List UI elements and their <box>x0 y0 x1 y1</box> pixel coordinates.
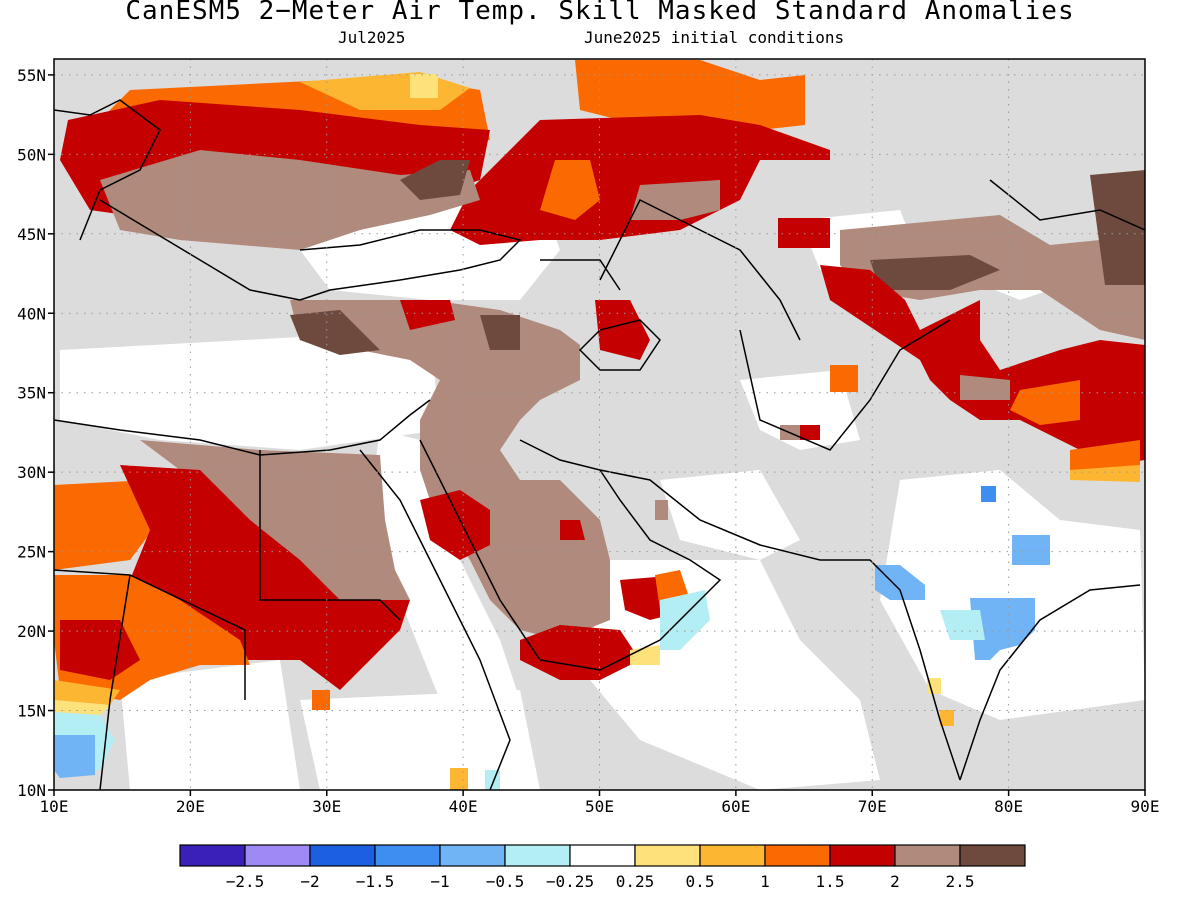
map-title: CanESM5 2−Meter Air Temp. Skill Masked S… <box>125 0 1075 26</box>
colorbar-label: 2 <box>890 872 900 891</box>
lat-label: 40N <box>17 304 46 323</box>
lat-label: 25N <box>17 543 46 562</box>
colorbar-label: −2.5 <box>226 872 265 891</box>
colorbar-swatch <box>504 844 571 867</box>
forecast-month: Jul2025 <box>338 28 406 47</box>
colorbar-swatch <box>764 844 831 867</box>
lat-label: 20N <box>17 622 46 641</box>
initial-conditions: June2025 initial conditions <box>584 28 845 47</box>
colorbar-swatch <box>179 844 246 867</box>
lat-label: 35N <box>17 384 46 403</box>
colorbar-label: −0.25 <box>546 872 594 891</box>
lon-label: 60E <box>721 797 750 816</box>
lon-label: 80E <box>994 797 1023 816</box>
colorbar-label: −2 <box>300 872 319 891</box>
colorbar-label: −1 <box>430 872 449 891</box>
lon-label: 50E <box>585 797 614 816</box>
lat-label: 45N <box>17 225 46 244</box>
colorbar-label: 1 <box>760 872 770 891</box>
colorbar-swatch <box>244 844 311 867</box>
colorbar-swatch <box>894 844 961 867</box>
anomaly-field <box>54 59 1145 790</box>
lon-label: 90E <box>1131 797 1160 816</box>
colorbar-swatch <box>374 844 441 867</box>
colorbar-label: 1.5 <box>816 872 845 891</box>
lon-label: 70E <box>858 797 887 816</box>
colorbar-label: 2.5 <box>946 872 975 891</box>
latitude-labels: 55N 50N 45N 40N 35N 30N 25N 20N 15N 10N <box>17 66 46 800</box>
colorbar-labels: −2.5 −2 −1.5 −1 −0.5 −0.25 0.25 0.5 1 1.5 2 2.5 <box>226 872 975 891</box>
colorbar-label: −1.5 <box>356 872 395 891</box>
lat-label: 15N <box>17 702 46 721</box>
colorbar-swatch <box>634 844 701 867</box>
lon-label: 40E <box>449 797 478 816</box>
lat-label: 55N <box>17 66 46 85</box>
colorbar-label: 0.5 <box>686 872 715 891</box>
lat-label: 10N <box>17 781 46 800</box>
colorbar-swatch <box>829 844 896 867</box>
colorbar-swatch <box>959 844 1026 867</box>
axis-ticks <box>48 74 1146 796</box>
lon-label: 20E <box>176 797 205 816</box>
colorbar-swatch <box>309 844 376 867</box>
lat-label: 50N <box>17 145 46 164</box>
colorbar-label: 0.25 <box>616 872 655 891</box>
colorbar-swatch <box>439 844 506 867</box>
colorbar <box>179 844 1026 867</box>
lat-label: 30N <box>17 463 46 482</box>
longitude-labels: 10E 20E 30E 40E 50E 60E 70E 80E 90E <box>40 797 1160 816</box>
lon-label: 10E <box>40 797 69 816</box>
colorbar-swatch <box>569 844 636 867</box>
lon-label: 30E <box>312 797 341 816</box>
colorbar-swatch <box>699 844 766 867</box>
coastlines <box>54 99 1145 790</box>
colorbar-label: −0.5 <box>486 872 525 891</box>
